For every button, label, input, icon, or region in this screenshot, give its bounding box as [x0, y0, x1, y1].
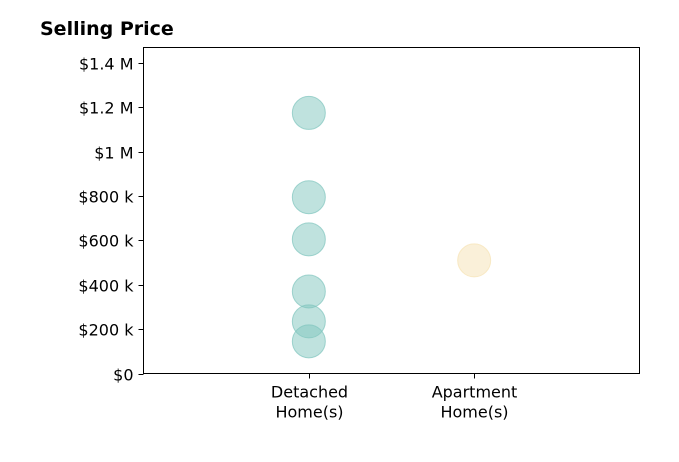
y-tick-label: $600 k [78, 232, 134, 251]
data-points [291, 95, 492, 359]
data-point [457, 243, 492, 278]
chart-title: Selling Price [40, 18, 174, 40]
y-tick-label: $1.4 M [79, 55, 134, 74]
y-tick-label: $400 k [78, 277, 134, 296]
data-point [291, 222, 326, 257]
x-tick-label: Detached [271, 383, 348, 402]
data-point [291, 180, 326, 215]
x-tick-label: Home(s) [440, 403, 508, 422]
y-tick-label: $1 M [94, 144, 133, 163]
y-tick-label: $1.2 M [79, 99, 134, 118]
data-point [291, 95, 326, 130]
y-tick-label: $0 [113, 366, 133, 385]
data-point [291, 274, 326, 309]
x-tick-label: Home(s) [275, 403, 343, 422]
y-axis: $0 $200 k $400 k $600 k $800 k $1 M $1.2 M $1.4… [78, 55, 144, 385]
plot-frame [143, 47, 640, 374]
x-tick-label: Apartment [432, 383, 518, 402]
data-point [291, 324, 326, 359]
y-tick-label: $200 k [78, 321, 134, 340]
y-tick-label: $800 k [78, 188, 134, 207]
